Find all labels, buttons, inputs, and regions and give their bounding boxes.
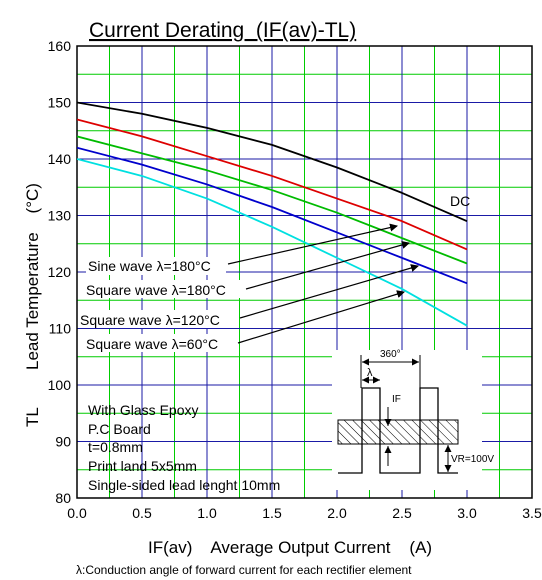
x-tick-label: 1.0 — [197, 505, 217, 521]
y-tick-label: 130 — [48, 208, 72, 224]
inset-if-label: IF — [392, 394, 401, 405]
square120-arrow — [239, 264, 419, 319]
condition-line-2: P.C Board — [88, 421, 151, 437]
inset-waveform — [338, 387, 458, 474]
y-tick-label: 110 — [49, 321, 72, 337]
y-tick-label: 140 — [48, 151, 72, 167]
inset-360-label: 360° — [380, 349, 401, 360]
chart-title: Current Derating (IF(av)-TL) — [89, 19, 356, 42]
inset-lambda-label: λ — [367, 367, 373, 379]
y-tick-label: 80 — [55, 490, 71, 506]
plot-area-frame — [76, 45, 533, 499]
square120-label: Square wave λ=120°C — [80, 312, 220, 328]
series-line-3 — [77, 135, 468, 265]
series-annotations: Sine wave λ=180°C Square wave λ=180°C Sq… — [78, 223, 419, 352]
dc-label: DC — [450, 193, 470, 209]
series-line-4 — [77, 146, 468, 285]
condition-line-3: t=0.8mm — [88, 439, 143, 455]
square180-arrow — [245, 241, 410, 290]
y-tick-label: 100 — [48, 377, 72, 393]
square60-label-bg — [84, 334, 236, 352]
condition-line-1: With Glass Epoxy — [88, 402, 198, 418]
square180-label: Square wave λ=180°C — [86, 282, 226, 298]
data-series — [77, 101, 468, 327]
x-tick-label: 0.0 — [67, 505, 87, 521]
sine180-arrow — [227, 223, 398, 265]
square180-label-bg — [84, 280, 244, 298]
x-tick-label: 1.5 — [262, 505, 282, 521]
footnote: λ:Conduction angle of forward current fo… — [76, 563, 412, 577]
x-tick-labels: 0.0 0.5 1.0 1.5 2.0 2.5 3.0 3.5 — [67, 505, 542, 521]
waveform-inset: 360° λ IF VR=100V — [332, 349, 494, 490]
condition-line-4: Print land 5x5mm — [88, 458, 197, 474]
square120-label-bg — [78, 310, 238, 328]
series-line-1 — [77, 101, 468, 222]
y-tick-label: 150 — [48, 95, 72, 111]
x-tick-label: 3.0 — [457, 505, 477, 521]
sine180-label: Sine wave λ=180°C — [88, 258, 211, 274]
y-tick-labels: 80 90 100 110 120 130 140 150 160 — [48, 38, 72, 506]
x-tick-label: 2.5 — [392, 505, 412, 521]
x-tick-label: 3.5 — [522, 505, 542, 521]
y-tick-label: 120 — [48, 264, 72, 280]
test-conditions: With Glass Epoxy P.C Board t=0.8mm Print… — [88, 402, 280, 493]
inset-vr-label: VR=100V — [451, 454, 494, 465]
square60-arrow — [237, 290, 405, 344]
x-tick-label: 2.0 — [327, 505, 347, 521]
series-line-5 — [77, 158, 468, 327]
x-tick-label: 0.5 — [132, 505, 152, 521]
inset-hatched-band — [337, 419, 459, 445]
y-tick-label: 90 — [55, 434, 71, 450]
y-axis-label: TL Lead Temperature (°C) — [23, 183, 42, 427]
sine180-label-bg — [86, 257, 226, 275]
condition-line-5: Single-sided lead lenght 10mm — [88, 477, 280, 493]
y-tick-label: 160 — [48, 38, 72, 54]
square60-label: Square wave λ=60°C — [86, 336, 218, 352]
x-axis-label: IF(av) Average Output Current (A) — [148, 538, 432, 557]
series-line-2 — [77, 118, 468, 251]
